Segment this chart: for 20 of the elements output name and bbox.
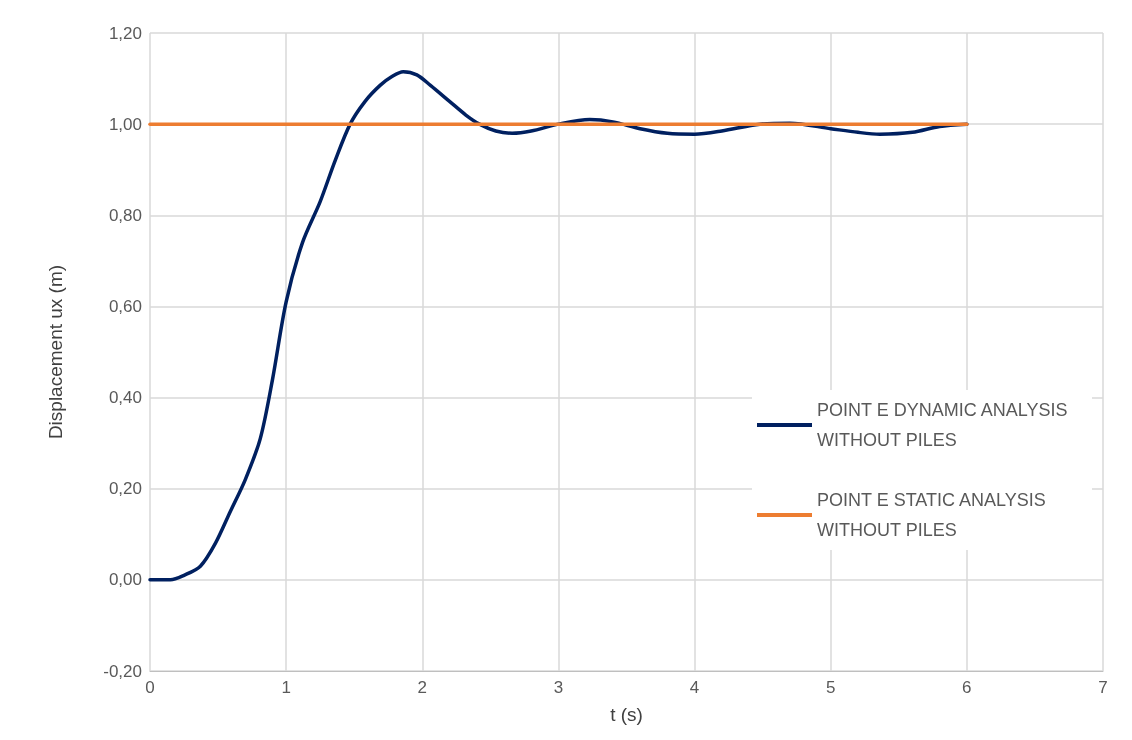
legend-label: POINT E STATIC ANALYSIS WITHOUT PILES [817, 490, 1051, 540]
y-tick-label: 0,00 [108, 570, 142, 590]
x-tick-label: 0 [145, 678, 155, 697]
legend-label: POINT E DYNAMIC ANALYSIS WITHOUT PILES [817, 400, 1073, 450]
y-tick-label: -0,20 [103, 661, 142, 681]
y-axis-title: Displacement ux (m) [45, 264, 66, 440]
x-tick-label: 2 [417, 678, 428, 697]
y-tick-label: 1,00 [108, 114, 142, 134]
x-tick-label: 4 [689, 678, 700, 697]
x-tick-label: 6 [962, 678, 972, 697]
x-tick-label: 7 [1098, 678, 1108, 697]
y-tick-label: 0,60 [108, 296, 142, 316]
x-tick-label: 1 [281, 678, 291, 697]
y-tick-label: 0,40 [108, 388, 142, 408]
x-tick-label: 3 [553, 678, 564, 697]
x-tick-label: 5 [825, 678, 836, 697]
y-tick-label: 0,20 [108, 479, 142, 499]
y-tick-label: 1,20 [108, 23, 142, 43]
y-tick-label: 0,80 [108, 205, 142, 225]
x-axis-title: t (s) [610, 704, 643, 725]
